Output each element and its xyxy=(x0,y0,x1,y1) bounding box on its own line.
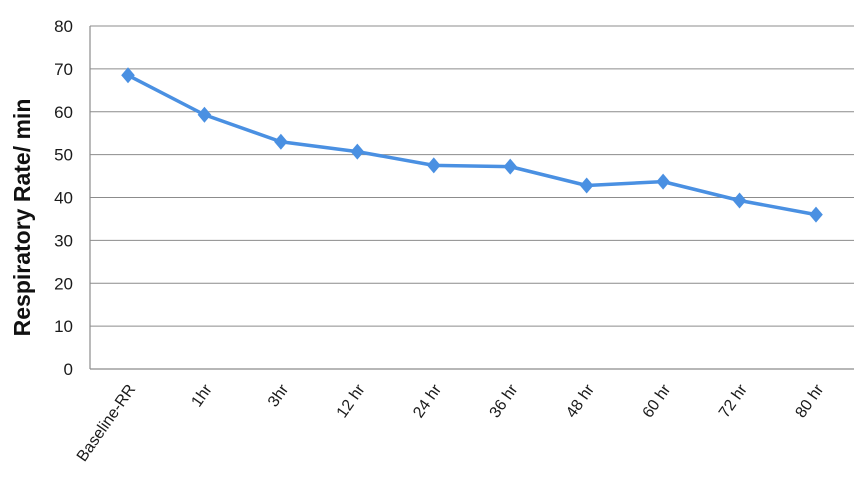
y-tick-label-20: 20 xyxy=(54,274,73,293)
y-axis-label: Respiratory Rate/ min xyxy=(9,99,35,337)
x-tick-label-2: 3hr xyxy=(265,381,293,410)
x-tick-label-6: 48 hr xyxy=(563,381,598,421)
data-point-7 xyxy=(656,173,670,190)
data-point-1 xyxy=(197,106,212,123)
y-axis-ticks: 0 10 20 30 40 50 60 70 80 xyxy=(54,17,73,379)
x-tick-label-4: 24 hr xyxy=(410,381,445,421)
series-group xyxy=(121,67,823,223)
x-tick-label-1: 1hr xyxy=(189,381,217,410)
data-point-6 xyxy=(579,177,594,194)
x-tick-label-3: 12 hr xyxy=(334,381,369,421)
grid-lines xyxy=(90,25,854,327)
data-point-3 xyxy=(350,143,365,160)
data-point-0 xyxy=(121,67,135,84)
y-tick-label-0: 0 xyxy=(64,360,73,379)
series-line-0 xyxy=(127,73,817,217)
data-point-5 xyxy=(503,158,518,175)
y-tick-label-50: 50 xyxy=(54,146,73,165)
y-tick-label-80: 80 xyxy=(54,17,73,36)
data-point-4 xyxy=(426,157,441,174)
y-tick-label-40: 40 xyxy=(54,189,73,208)
x-tick-label-9: 80 hr xyxy=(792,381,827,421)
x-tick-label-5: 36 hr xyxy=(487,381,522,421)
x-tick-label-7: 60 hr xyxy=(640,381,675,421)
x-axis-ticks: Baseline-RR 1hr 3hr 12 hr 24 hr 36 hr 48 hr 60 … xyxy=(74,381,828,465)
y-tick-label-10: 10 xyxy=(54,317,73,336)
data-point-8 xyxy=(732,192,747,209)
y-tick-label-70: 70 xyxy=(54,60,73,79)
y-tick-label-60: 60 xyxy=(54,103,73,122)
x-tick-label-8: 72 hr xyxy=(716,381,751,421)
data-point-2 xyxy=(274,133,288,150)
x-tick-label-0: Baseline-RR xyxy=(74,382,139,465)
axes xyxy=(89,26,854,370)
y-tick-label-30: 30 xyxy=(54,231,73,250)
data-point-9 xyxy=(809,206,823,223)
